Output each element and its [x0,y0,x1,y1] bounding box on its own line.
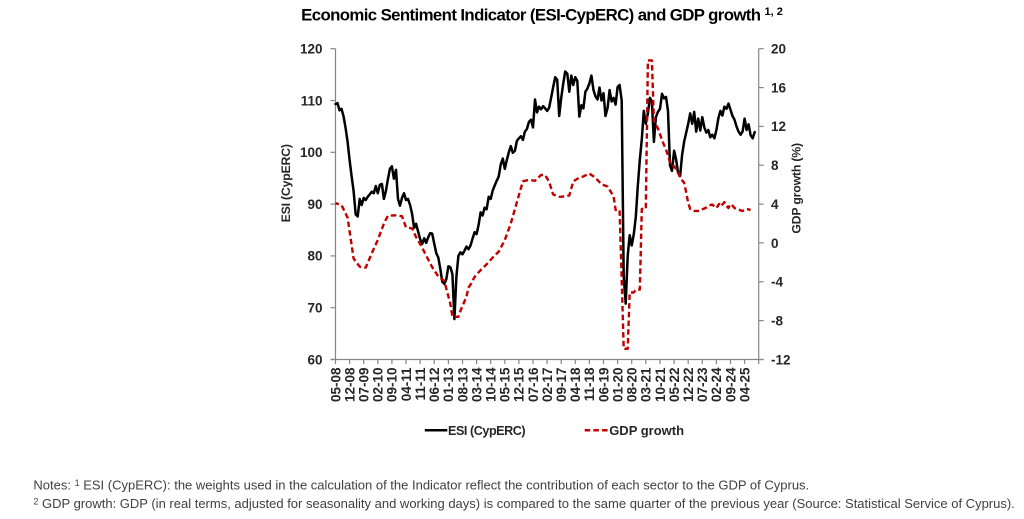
svg-text:2 GDP growth: GDP (in real ter: 2 GDP growth: GDP (in real terms, adjust… [33,496,1014,511]
svg-text:4: 4 [771,197,779,212]
svg-text:0: 0 [771,236,779,251]
svg-text:Economic Sentiment Indicator (: Economic Sentiment Indicator (ESI-CypERC… [301,6,783,25]
svg-text:GDP growth (%): GDP growth (%) [789,143,803,234]
svg-text:04-11: 04-11 [399,367,414,401]
svg-text:-12: -12 [771,352,791,367]
svg-text:90: 90 [307,197,322,212]
svg-text:08-20: 08-20 [625,368,640,403]
svg-text:12-22: 12-22 [681,368,696,403]
svg-text:04-25: 04-25 [737,367,752,402]
svg-text:120: 120 [300,42,323,57]
svg-text:08-13: 08-13 [455,367,470,402]
svg-text:11-11: 11-11 [413,367,428,401]
svg-text:10-14: 10-14 [484,367,499,402]
svg-text:03-21: 03-21 [639,367,654,402]
svg-text:02-17: 02-17 [540,368,555,403]
svg-text:05-15: 05-15 [498,367,513,402]
svg-text:02-24: 02-24 [709,367,724,402]
svg-text:01-20: 01-20 [610,368,625,403]
svg-text:04-18: 04-18 [568,367,583,402]
svg-text:110: 110 [301,93,323,108]
svg-text:60: 60 [307,352,322,367]
svg-text:-8: -8 [771,313,783,328]
svg-text:20: 20 [771,42,786,57]
svg-text:06-12: 06-12 [427,368,442,403]
svg-text:80: 80 [307,249,322,264]
svg-text:01-13: 01-13 [441,367,456,402]
svg-text:8: 8 [771,158,779,173]
svg-text:12-08: 12-08 [342,367,357,402]
svg-text:GDP growth: GDP growth [609,423,684,438]
svg-text:ESI (CypERC): ESI (CypERC) [448,424,525,438]
svg-text:09-24: 09-24 [723,367,738,402]
svg-text:06-19: 06-19 [596,368,611,403]
svg-text:12: 12 [771,119,786,134]
svg-text:12-15: 12-15 [512,367,527,402]
svg-text:Notes: 1 ESI (CypERC): the wei: Notes: 1 ESI (CypERC): the weights used … [33,478,809,493]
svg-text:05-22: 05-22 [667,368,682,403]
svg-text:05-08: 05-08 [328,367,343,402]
svg-text:07-16: 07-16 [526,367,541,402]
svg-text:100: 100 [300,145,323,160]
svg-text:70: 70 [307,301,322,316]
svg-text:09-17: 09-17 [554,368,569,403]
svg-text:10-21: 10-21 [653,367,668,402]
svg-text:02-10: 02-10 [371,368,386,403]
svg-text:07-09: 07-09 [357,368,372,403]
svg-text:07-23: 07-23 [695,367,710,402]
svg-text:09-10: 09-10 [385,368,400,403]
svg-text:03-14: 03-14 [469,367,484,402]
svg-text:-4: -4 [771,275,783,290]
svg-text:ESI (CypERC): ESI (CypERC) [279,144,293,222]
svg-text:16: 16 [771,80,787,95]
svg-text:11-18: 11-18 [582,367,597,401]
